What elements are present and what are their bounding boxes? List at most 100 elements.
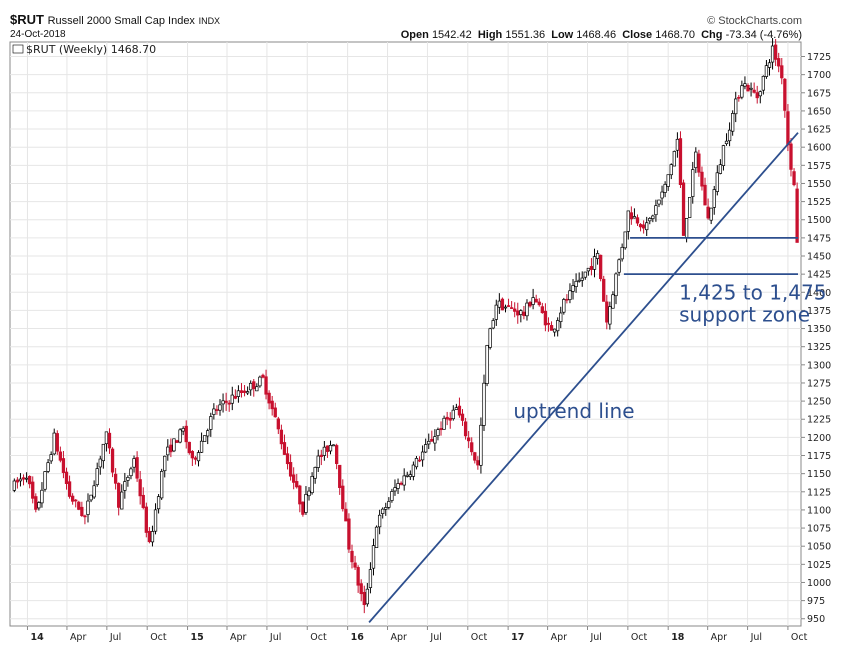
legend: $RUT (Weekly) 1468.70 — [12, 43, 156, 56]
candle-body — [18, 478, 23, 482]
x-tick-label: Jul — [429, 632, 441, 643]
candle-body — [239, 390, 244, 393]
y-tick-label: 1700 — [807, 70, 831, 81]
y-tick-label: 1350 — [807, 324, 831, 335]
candle-body — [328, 444, 333, 452]
candle-body — [746, 85, 750, 92]
low-value: 1468.46 — [576, 29, 617, 41]
plot-frame — [9, 41, 802, 627]
y-tick-label: 1325 — [807, 342, 831, 353]
y-tick-label: 1050 — [807, 542, 831, 553]
high-value: 1551.36 — [505, 29, 546, 41]
candle-body — [322, 446, 327, 456]
candle-body — [365, 588, 369, 605]
y-tick-label: 1525 — [807, 197, 831, 208]
candle-body — [543, 310, 548, 326]
candle-body — [454, 407, 459, 410]
candle-body — [123, 481, 127, 491]
candle-body — [24, 477, 29, 480]
candle-body — [522, 311, 526, 316]
candle-body — [789, 143, 793, 170]
candle-body — [755, 92, 759, 99]
candle-body — [141, 494, 145, 508]
candle-body — [783, 78, 787, 111]
candle-body — [727, 129, 732, 142]
x-tick-label: Jul — [269, 632, 281, 643]
candle-body — [175, 440, 179, 443]
y-tick-label: 975 — [807, 596, 825, 607]
candle-body — [648, 218, 652, 222]
candle-body — [460, 413, 465, 421]
y-tick-label: 1725 — [807, 52, 831, 63]
y-tick-label: 1100 — [807, 505, 831, 516]
x-tick-label: 18 — [671, 632, 685, 643]
candle-body — [599, 254, 603, 280]
trendline-uptrend-line — [368, 132, 799, 623]
candle-body — [110, 448, 115, 473]
candle-body — [279, 429, 284, 445]
trendlines — [368, 132, 799, 623]
candle-body — [414, 458, 419, 468]
candle-body — [138, 479, 142, 497]
y-tick-label: 1450 — [807, 252, 831, 263]
candle-body — [666, 174, 670, 187]
candle-body — [482, 382, 486, 426]
grid — [10, 42, 801, 626]
candle-body — [267, 392, 271, 404]
candle-body — [206, 430, 210, 437]
candle-body — [304, 494, 308, 513]
candle-body — [476, 460, 480, 466]
candle-body — [691, 169, 695, 197]
candle-body — [740, 85, 744, 98]
candle-body — [89, 494, 93, 501]
candle-body — [645, 222, 649, 231]
y-tick-label: 1175 — [807, 451, 831, 462]
y-tick-label: 1275 — [807, 378, 831, 389]
candle-body — [310, 476, 314, 494]
source-credit: © StockCharts.com — [707, 15, 802, 27]
candle-body — [574, 280, 578, 287]
candle-body — [675, 138, 680, 151]
candle-body — [273, 407, 277, 418]
candle-body — [270, 400, 274, 410]
candle-body — [58, 451, 63, 461]
candle-body — [298, 485, 302, 505]
y-tick-label: 1300 — [807, 360, 831, 371]
candle-body — [445, 416, 449, 420]
candle-body — [761, 75, 766, 91]
candle-body — [153, 509, 158, 532]
candle-body — [40, 489, 44, 504]
y-tick-label: 1125 — [807, 487, 831, 498]
candle-body — [402, 475, 406, 486]
candle-body — [350, 550, 354, 563]
candle-body — [589, 266, 594, 270]
candle-body — [795, 188, 799, 243]
candle-body — [614, 273, 618, 297]
candle-body — [190, 451, 195, 459]
y-tick-label: 1500 — [807, 215, 831, 226]
candle-body — [525, 302, 529, 317]
candle-body — [98, 458, 102, 468]
candle-body — [773, 44, 778, 60]
candle-body — [531, 297, 535, 305]
candle-body — [488, 328, 492, 348]
chg-value: -73.34 (-4.76%) — [725, 29, 802, 41]
y-tick-label: 1075 — [807, 524, 831, 535]
candle-body — [537, 301, 541, 306]
candle-body — [129, 468, 133, 477]
x-tick-label: Apr — [551, 632, 568, 643]
candle-body — [362, 591, 366, 606]
y-tick-label: 1575 — [807, 161, 831, 172]
candle-body — [31, 481, 35, 499]
candle-body — [608, 306, 612, 325]
candle-body — [556, 320, 560, 332]
y-tick-label: 1150 — [807, 469, 831, 480]
candles — [12, 38, 799, 614]
y-tick-label: 1375 — [807, 306, 831, 317]
open-value: 1542.42 — [431, 29, 472, 41]
candle-body — [451, 409, 455, 420]
candle-body — [83, 515, 87, 518]
x-tick-label: Apr — [70, 632, 87, 643]
candle-body — [230, 394, 234, 404]
candle-body — [172, 438, 176, 452]
